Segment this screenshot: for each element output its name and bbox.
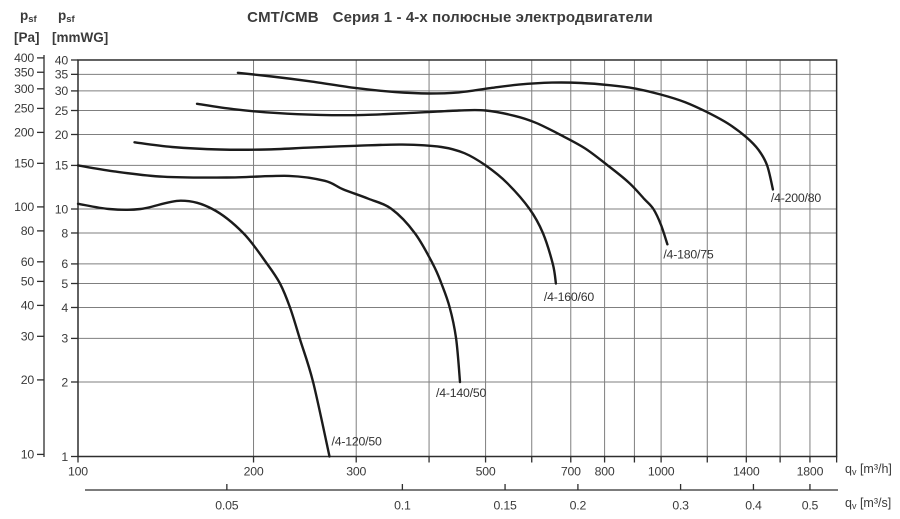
y-tick-label-mmwg: 8	[61, 226, 68, 240]
x-tick-label-m3s: 0.05	[215, 499, 238, 513]
page-title-series: Серия 1 - 4-х полюсные электродвигатели	[332, 9, 653, 26]
curve-/4-180/75	[195, 102, 669, 246]
y-axis-mmwg-symbol: psf	[58, 8, 75, 25]
y-tick-label-mmwg: 1	[61, 450, 68, 464]
curve-/4-160/60	[133, 141, 558, 285]
page-title-product: CMT/CMB	[247, 9, 319, 26]
y-axis-mmwg-header: psf [mmWG]	[52, 7, 108, 47]
y-tick-label-mmwg: 10	[55, 202, 69, 216]
x-tick-label-m3h: 300	[346, 465, 366, 479]
y-tick-label-mmwg: 5	[61, 277, 68, 291]
y-tick-label-pa: 60	[21, 255, 35, 269]
y-tick-label-mmwg: 4	[61, 301, 68, 315]
y-tick-label-pa: 20	[21, 373, 35, 387]
y-tick-label-pa: 300	[14, 82, 34, 96]
y-tick-label-mmwg: 20	[55, 128, 69, 142]
x-tick-label-m3h: 700	[561, 465, 581, 479]
curve-/4-140/50	[76, 164, 462, 384]
y-tick-label-pa: 50	[21, 275, 35, 289]
y-tick-label-pa: 150	[14, 157, 34, 171]
x-tick-label-m3s: 0.1	[394, 499, 411, 513]
y-tick-label-pa: 200	[14, 126, 34, 140]
y-tick-label-pa: 100	[14, 200, 34, 214]
x-tick-label-m3h: 1800	[797, 465, 824, 479]
y-axis-pa-header: psf [Pa]	[14, 7, 40, 47]
x-axis-m3h-label: qv [m³/h]	[845, 462, 892, 477]
x-tick-label-m3h: 200	[244, 465, 264, 479]
y-tick-label-mmwg: 15	[55, 159, 69, 173]
y-tick-label-pa: 400	[14, 51, 34, 65]
curve-label-/4-200/80: /4-200/80	[771, 191, 822, 205]
x-tick-label-m3h: 500	[476, 465, 496, 479]
curve-label-/4-140/50: /4-140/50	[436, 386, 487, 400]
x-tick-label-m3h: 1000	[648, 465, 675, 479]
curve-label-/4-120/50: /4-120/50	[332, 435, 383, 449]
y-axis-pa-symbol: psf	[20, 8, 37, 25]
y-tick-label-mmwg: 30	[55, 84, 69, 98]
curve-label-/4-160/60: /4-160/60	[544, 290, 595, 304]
x-tick-label-m3h: 100	[68, 465, 88, 479]
x-tick-label-m3s: 0.5	[802, 499, 819, 513]
x-tick-label-m3s: 0.4	[745, 499, 762, 513]
x-tick-label-m3h: 1400	[733, 465, 760, 479]
x-tick-label-m3s: 0.15	[493, 499, 516, 513]
plot-border	[77, 59, 838, 458]
y-axis-mmwg-unit: [mmWG]	[52, 30, 109, 45]
x-tick-label-m3s: 0.3	[672, 499, 689, 513]
x-tick-label-m3s: 0.2	[570, 499, 587, 513]
y-tick-label-pa: 80	[21, 224, 35, 238]
curve-/4-200/80	[236, 71, 775, 191]
y-tick-label-pa: 10	[21, 448, 35, 462]
curve-label-/4-180/75: /4-180/75	[663, 247, 714, 261]
y-tick-label-pa: 40	[21, 299, 35, 313]
y-tick-label-mmwg: 35	[55, 68, 69, 82]
y-tick-label-mmwg: 6	[61, 257, 68, 271]
y-tick-label-pa: 350	[14, 66, 34, 80]
y-axis-pa-unit: [Pa]	[14, 30, 40, 45]
y-tick-label-mmwg: 40	[55, 53, 69, 67]
y-tick-label-mmwg: 25	[55, 104, 69, 118]
x-axis-m3s-label: qv [m³/s]	[845, 496, 892, 511]
page-title: CMT/CMB Серия 1 - 4-х полюсные электродви…	[0, 9, 900, 26]
x-tick-label-m3h: 800	[595, 465, 615, 479]
y-tick-label-pa: 250	[14, 102, 34, 116]
y-tick-label-mmwg: 2	[61, 375, 68, 389]
y-tick-label-pa: 30	[21, 330, 35, 344]
y-tick-label-mmwg: 3	[61, 332, 68, 346]
curve-/4-120/50	[76, 199, 331, 458]
